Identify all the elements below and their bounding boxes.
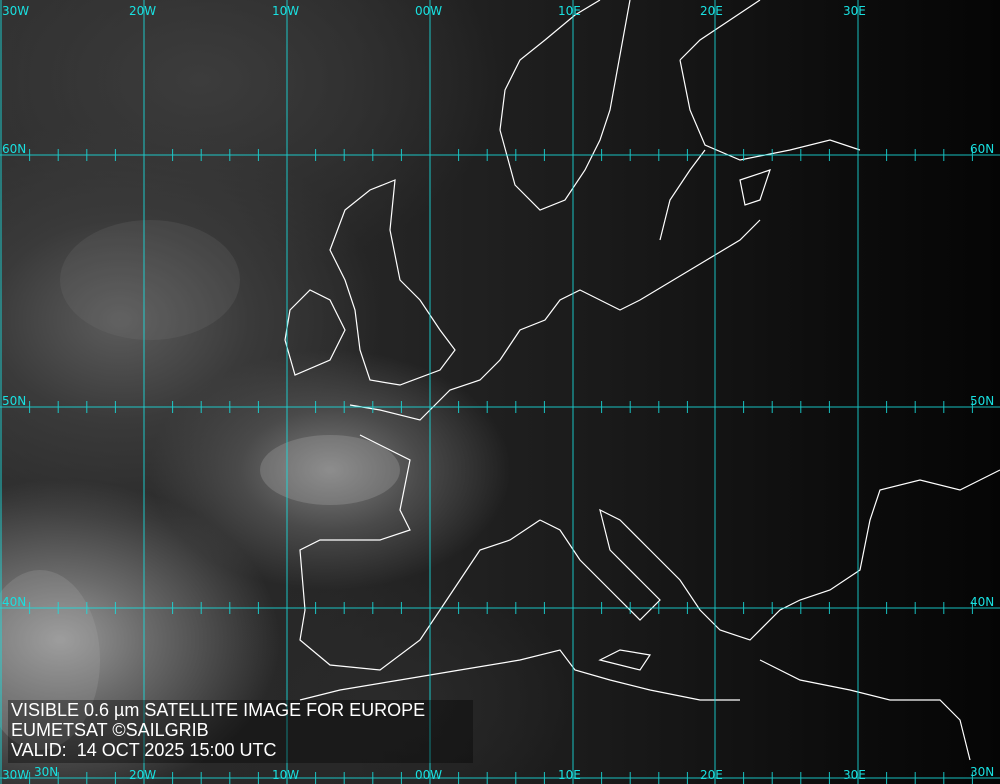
longitude-label-top: 10E [558, 4, 581, 18]
longitude-label-top: 10W [272, 4, 299, 18]
caption-title: VISIBLE 0.6 µm SATELLITE IMAGE FOR EUROP… [11, 700, 426, 720]
coastlines [284, 0, 1000, 761]
caption-valid-time: VALID: 14 OCT 2025 15:00 UTC [11, 740, 277, 760]
latitude-label-left: 40N [2, 595, 26, 609]
longitude-label-bottom: 10E [558, 768, 581, 782]
longitude-label-top: 30W [2, 4, 29, 18]
grid-labels: 30W 30W 20W 20W 10W 10W 00W 00W 10E 10E 20E 20E 30E 3… [2, 4, 994, 782]
caption-credit: EUMETSAT ©SAILGRIB [11, 720, 209, 740]
longitude-label-bottom: 20W [129, 768, 156, 782]
longitude-label-bottom: 20E [700, 768, 723, 782]
longitude-label-top: 30E [843, 4, 866, 18]
cloud-cover [0, 220, 400, 750]
longitude-label-top: 20W [129, 4, 156, 18]
longitude-label-bottom: 10W [272, 768, 299, 782]
longitude-label-bottom: 00W [415, 768, 442, 782]
longitude-label-bottom: 30W [2, 768, 29, 782]
latitude-label-right: 50N [970, 394, 994, 408]
longitude-label-bottom: 30E [843, 768, 866, 782]
image-caption: VISIBLE 0.6 µm SATELLITE IMAGE FOR EUROP… [8, 700, 473, 763]
longitude-label-top: 00W [415, 4, 442, 18]
latitude-label-right: 60N [970, 142, 994, 156]
latitude-label-left: 60N [2, 142, 26, 156]
latitude-label-right: 30N [970, 765, 994, 779]
latitude-label-left: 30N [34, 765, 58, 779]
latitude-label-right: 40N [970, 595, 994, 609]
longitude-label-top: 20E [700, 4, 723, 18]
latitude-label-left: 50N [2, 394, 26, 408]
